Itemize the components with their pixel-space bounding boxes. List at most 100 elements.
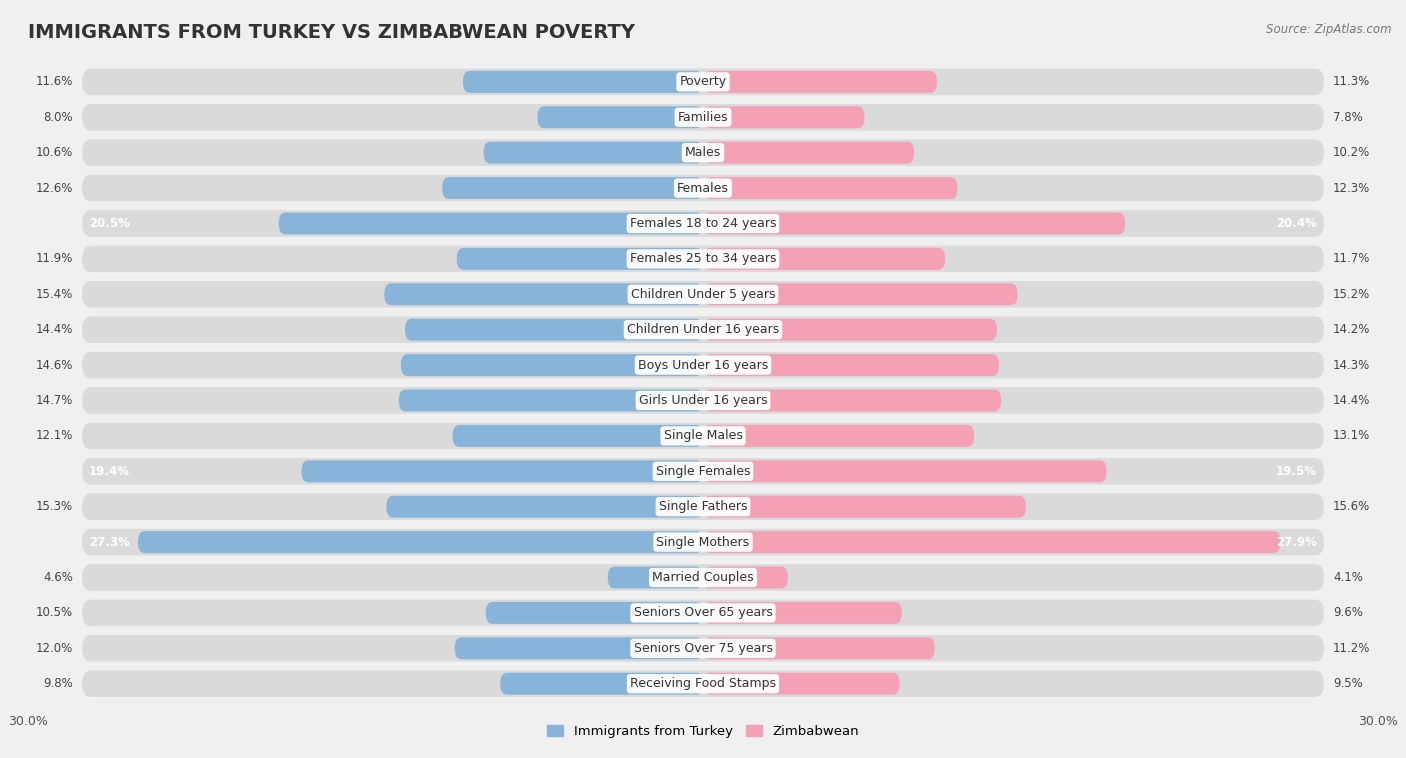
Text: 10.6%: 10.6% <box>37 146 73 159</box>
Text: Males: Males <box>685 146 721 159</box>
Text: Girls Under 16 years: Girls Under 16 years <box>638 394 768 407</box>
Text: Single Mothers: Single Mothers <box>657 536 749 549</box>
FancyBboxPatch shape <box>457 248 703 270</box>
FancyBboxPatch shape <box>703 354 998 376</box>
Text: 11.6%: 11.6% <box>35 75 73 89</box>
FancyBboxPatch shape <box>82 104 1324 130</box>
Text: 15.2%: 15.2% <box>1333 288 1369 301</box>
Text: 14.6%: 14.6% <box>35 359 73 371</box>
Text: Children Under 16 years: Children Under 16 years <box>627 323 779 337</box>
Text: 20.4%: 20.4% <box>1277 217 1317 230</box>
Text: 12.1%: 12.1% <box>35 429 73 443</box>
FancyBboxPatch shape <box>703 283 1018 305</box>
Text: 19.4%: 19.4% <box>89 465 129 478</box>
FancyBboxPatch shape <box>703 142 914 164</box>
FancyBboxPatch shape <box>703 637 935 659</box>
FancyBboxPatch shape <box>82 139 1324 166</box>
Text: Source: ZipAtlas.com: Source: ZipAtlas.com <box>1267 23 1392 36</box>
FancyBboxPatch shape <box>384 283 703 305</box>
FancyBboxPatch shape <box>703 390 1001 412</box>
FancyBboxPatch shape <box>703 318 997 340</box>
Text: 9.8%: 9.8% <box>44 677 73 691</box>
FancyBboxPatch shape <box>703 602 901 624</box>
Text: 27.9%: 27.9% <box>1277 536 1317 549</box>
FancyBboxPatch shape <box>443 177 703 199</box>
Text: Children Under 5 years: Children Under 5 years <box>631 288 775 301</box>
FancyBboxPatch shape <box>301 460 703 482</box>
FancyBboxPatch shape <box>485 602 703 624</box>
FancyBboxPatch shape <box>703 496 1026 518</box>
FancyBboxPatch shape <box>138 531 703 553</box>
FancyBboxPatch shape <box>399 390 703 412</box>
FancyBboxPatch shape <box>703 248 945 270</box>
FancyBboxPatch shape <box>405 318 703 340</box>
Text: 15.6%: 15.6% <box>1333 500 1369 513</box>
FancyBboxPatch shape <box>82 210 1324 236</box>
FancyBboxPatch shape <box>703 106 865 128</box>
FancyBboxPatch shape <box>463 71 703 93</box>
FancyBboxPatch shape <box>607 566 703 588</box>
Text: Females: Females <box>678 182 728 195</box>
Text: 12.6%: 12.6% <box>35 182 73 195</box>
FancyBboxPatch shape <box>454 637 703 659</box>
Legend: Immigrants from Turkey, Zimbabwean: Immigrants from Turkey, Zimbabwean <box>541 720 865 744</box>
FancyBboxPatch shape <box>703 673 900 694</box>
Text: 4.6%: 4.6% <box>44 571 73 584</box>
FancyBboxPatch shape <box>703 460 1107 482</box>
FancyBboxPatch shape <box>703 531 1281 553</box>
Text: 14.4%: 14.4% <box>35 323 73 337</box>
FancyBboxPatch shape <box>82 316 1324 343</box>
Text: 13.1%: 13.1% <box>1333 429 1369 443</box>
FancyBboxPatch shape <box>703 177 957 199</box>
FancyBboxPatch shape <box>484 142 703 164</box>
Text: Single Females: Single Females <box>655 465 751 478</box>
FancyBboxPatch shape <box>703 71 936 93</box>
Text: Seniors Over 75 years: Seniors Over 75 years <box>634 642 772 655</box>
Text: 12.0%: 12.0% <box>37 642 73 655</box>
Text: 4.1%: 4.1% <box>1333 571 1362 584</box>
FancyBboxPatch shape <box>82 529 1324 556</box>
Text: 11.2%: 11.2% <box>1333 642 1371 655</box>
FancyBboxPatch shape <box>82 493 1324 520</box>
Text: 20.5%: 20.5% <box>89 217 129 230</box>
FancyBboxPatch shape <box>82 281 1324 308</box>
FancyBboxPatch shape <box>387 496 703 518</box>
Text: 10.5%: 10.5% <box>37 606 73 619</box>
Text: Boys Under 16 years: Boys Under 16 years <box>638 359 768 371</box>
FancyBboxPatch shape <box>82 600 1324 626</box>
FancyBboxPatch shape <box>82 246 1324 272</box>
FancyBboxPatch shape <box>703 566 787 588</box>
Text: Females 18 to 24 years: Females 18 to 24 years <box>630 217 776 230</box>
Text: 14.4%: 14.4% <box>1333 394 1371 407</box>
Text: 11.3%: 11.3% <box>1333 75 1369 89</box>
Text: Married Couples: Married Couples <box>652 571 754 584</box>
Text: Single Males: Single Males <box>664 429 742 443</box>
Text: 7.8%: 7.8% <box>1333 111 1362 124</box>
FancyBboxPatch shape <box>278 212 703 234</box>
FancyBboxPatch shape <box>501 673 703 694</box>
Text: Females 25 to 34 years: Females 25 to 34 years <box>630 252 776 265</box>
Text: Poverty: Poverty <box>679 75 727 89</box>
Text: 14.3%: 14.3% <box>1333 359 1369 371</box>
Text: 9.6%: 9.6% <box>1333 606 1362 619</box>
Text: 11.9%: 11.9% <box>35 252 73 265</box>
FancyBboxPatch shape <box>82 69 1324 96</box>
FancyBboxPatch shape <box>401 354 703 376</box>
Text: 14.7%: 14.7% <box>35 394 73 407</box>
FancyBboxPatch shape <box>82 635 1324 662</box>
Text: 14.2%: 14.2% <box>1333 323 1371 337</box>
Text: 15.4%: 15.4% <box>37 288 73 301</box>
FancyBboxPatch shape <box>82 175 1324 202</box>
Text: 11.7%: 11.7% <box>1333 252 1371 265</box>
Text: Seniors Over 65 years: Seniors Over 65 years <box>634 606 772 619</box>
FancyBboxPatch shape <box>537 106 703 128</box>
FancyBboxPatch shape <box>82 564 1324 590</box>
Text: IMMIGRANTS FROM TURKEY VS ZIMBABWEAN POVERTY: IMMIGRANTS FROM TURKEY VS ZIMBABWEAN POV… <box>28 23 636 42</box>
Text: Families: Families <box>678 111 728 124</box>
Text: 12.3%: 12.3% <box>1333 182 1369 195</box>
Text: 8.0%: 8.0% <box>44 111 73 124</box>
Text: 19.5%: 19.5% <box>1277 465 1317 478</box>
FancyBboxPatch shape <box>82 670 1324 697</box>
FancyBboxPatch shape <box>453 425 703 447</box>
Text: 27.3%: 27.3% <box>89 536 129 549</box>
